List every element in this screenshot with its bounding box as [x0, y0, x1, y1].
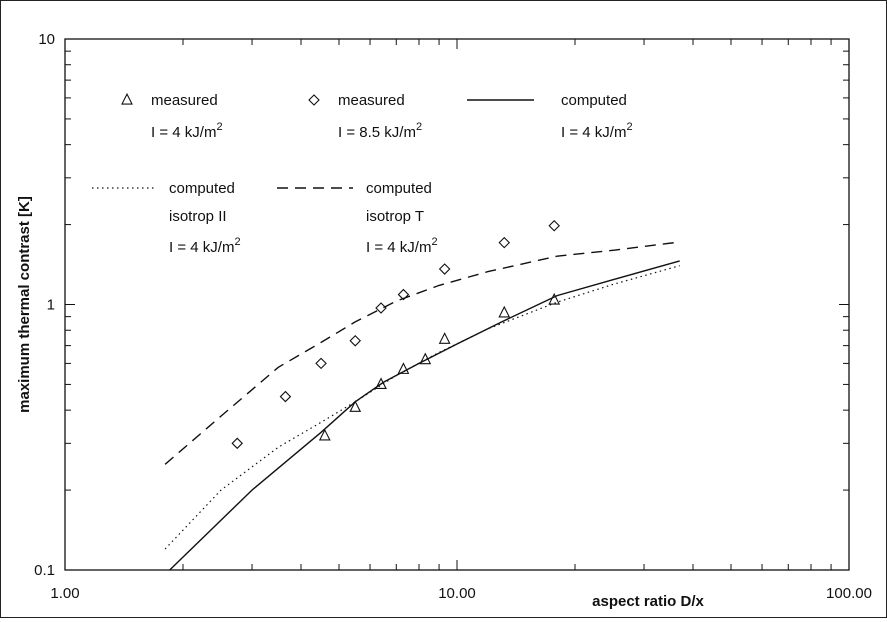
legend-label-intensity: I = 4 kJ/m2: [366, 236, 438, 256]
legend: measured I = 4 kJ/m2 measured I = 8.5 kJ/m2…: [92, 92, 633, 256]
legend-label: computed: [169, 180, 235, 197]
legend-label-intensity: I = 4 kJ/m2: [169, 236, 241, 256]
legend-label-intensity: I = 8.5 kJ/m2: [338, 121, 422, 141]
data-point-triangle: [548, 292, 561, 305]
axis-ticks: 1.00 10.00 100.00 0.1 1 10: [34, 31, 872, 602]
data-point-diamond: [375, 302, 387, 314]
y-axis-title: maximum thermal contrast [K]: [16, 196, 33, 413]
plot-area-border: [64, 38, 850, 571]
legend-marker-diamond: [308, 94, 320, 106]
x-tick-label: 100.00: [826, 585, 872, 602]
legend-label: measured: [151, 92, 218, 109]
legend-label-intensity: I = 4 kJ/m2: [151, 121, 223, 141]
legend-label-variant: isotrop II: [169, 208, 227, 225]
data-point-diamond: [231, 437, 243, 450]
series-line-dotted: [164, 265, 680, 550]
data-point-triangle: [318, 428, 331, 441]
series-line-dashed: [164, 241, 680, 465]
legend-label: computed: [366, 180, 432, 197]
y-tick-label: 0.1: [34, 562, 55, 579]
y-tick-label: 1: [47, 297, 55, 314]
axes: aspect ratio D/x maximum thermal contrast…: [16, 38, 850, 610]
data-point-diamond: [548, 219, 560, 232]
data-point-diamond: [498, 236, 511, 249]
data-point-diamond: [315, 357, 327, 370]
series-line-solid: [169, 260, 680, 571]
data-point-triangle: [349, 400, 362, 412]
y-tick-label: 10: [38, 31, 55, 48]
data-point-diamond: [279, 390, 292, 403]
data-point-diamond: [349, 335, 361, 347]
data-point-triangle: [438, 332, 451, 344]
legend-label-variant: isotrop T: [366, 208, 424, 225]
x-tick-label: 1.00: [50, 585, 79, 602]
legend-label: measured: [338, 92, 405, 109]
x-tick-label: 10.00: [438, 585, 476, 602]
data-series: [164, 219, 680, 571]
data-point-triangle: [498, 305, 511, 318]
legend-marker-triangle: [121, 92, 133, 105]
data-point-diamond: [438, 263, 451, 275]
legend-label-intensity: I = 4 kJ/m2: [561, 121, 633, 141]
x-axis-title: aspect ratio D/x: [592, 593, 704, 610]
legend-label: computed: [561, 92, 627, 109]
